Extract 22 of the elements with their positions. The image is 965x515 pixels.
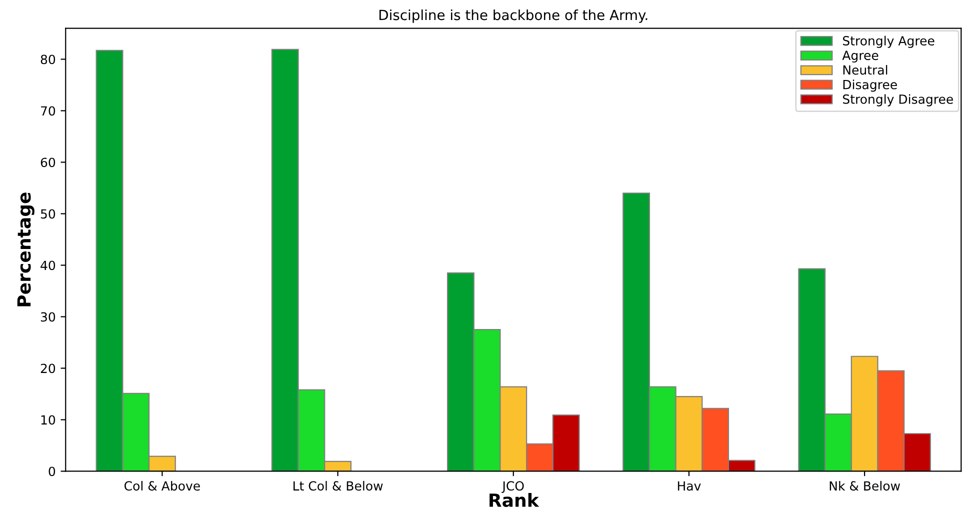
y-tick-label: 20: [40, 364, 56, 374]
y-tick-label: 80: [40, 54, 56, 64]
x-tick-label: Col & Above: [124, 480, 200, 491]
y-tick-label: 30: [40, 312, 56, 322]
x-axis-title: Rank: [490, 493, 540, 508]
legend-label: Agree: [842, 50, 878, 63]
legend-label: Neutral: [843, 65, 888, 75]
y-tick-label: 50: [40, 209, 56, 219]
y-tick-label: 10: [41, 415, 56, 425]
x-tick-label: Hav: [678, 481, 701, 491]
y-tick-label: 70: [41, 106, 56, 116]
y-tick-label: 0: [48, 466, 56, 476]
y-tick-label: 60: [40, 158, 56, 168]
x-tick-label: Nk & Below: [830, 480, 900, 491]
chart-title: Discipline is the backbone of the Army.: [379, 9, 648, 23]
x-tick-label: Lt Col & Below: [294, 480, 383, 491]
legend-label: Disagree: [843, 80, 897, 92]
y-tick-label: 40: [40, 260, 56, 270]
x-tick-label: JCO: [502, 481, 524, 493]
legend-label: Strongly Agree: [842, 36, 934, 48]
legend-label: Strongly Disagree: [842, 94, 953, 106]
y-axis-title: Percentage: [17, 192, 34, 306]
